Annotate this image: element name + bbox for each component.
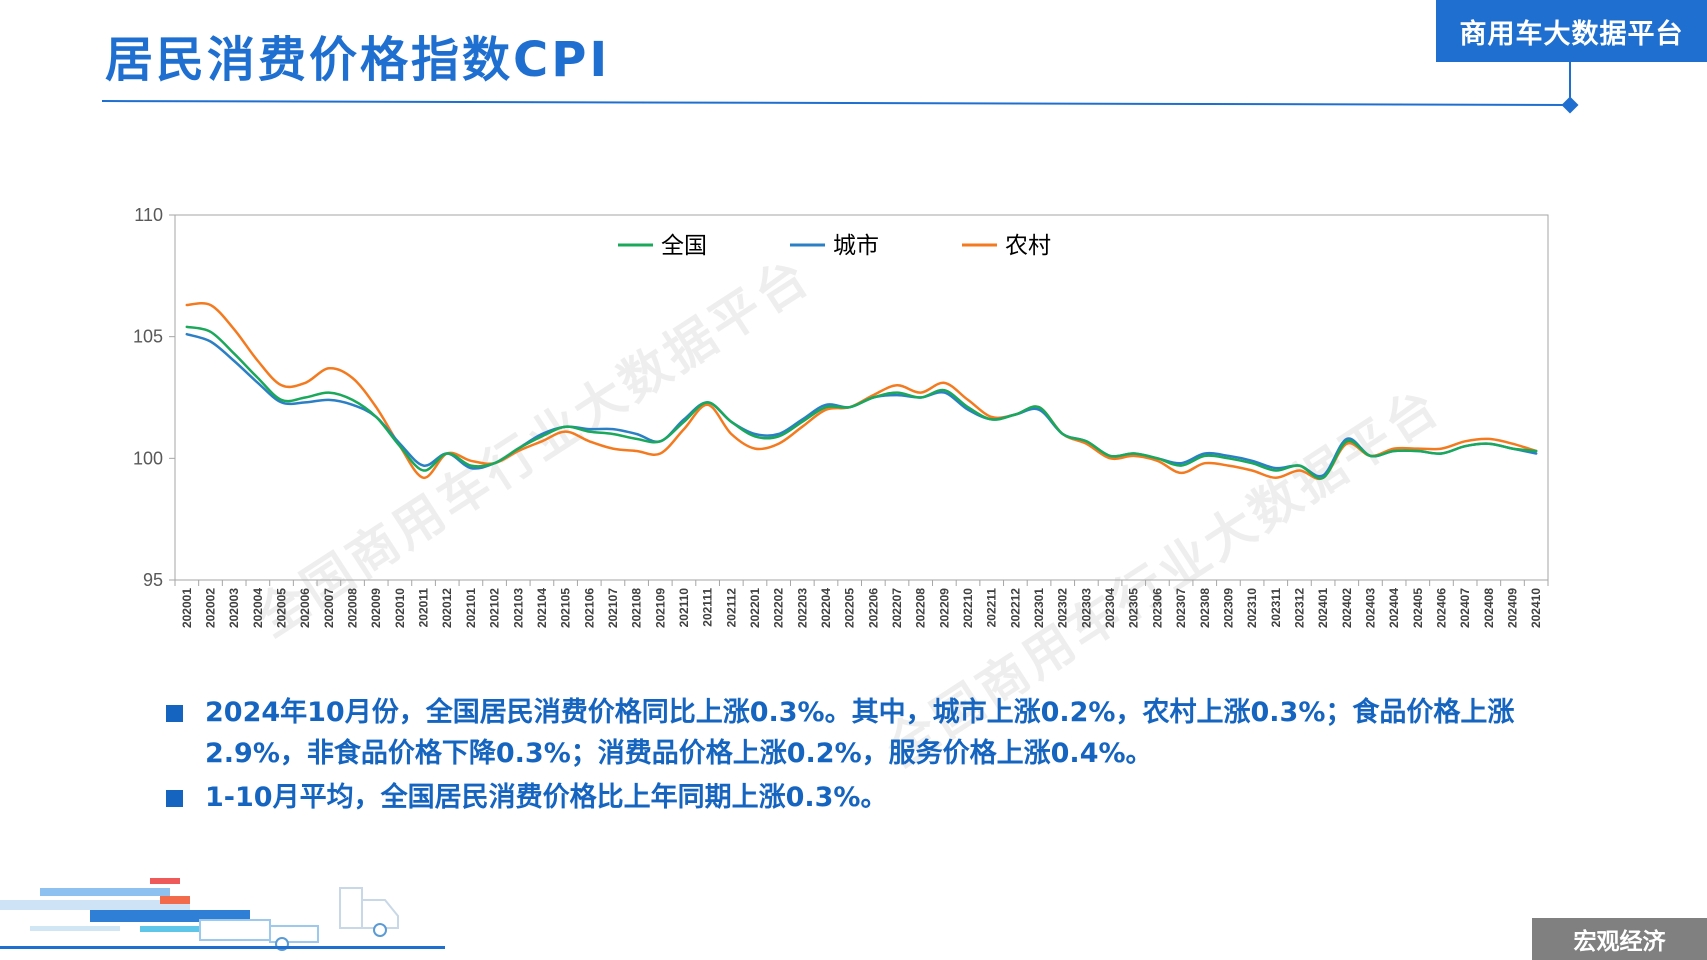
plot-frame: [174, 214, 1549, 581]
x-tick-label: 202310: [1245, 588, 1259, 628]
x-tick-label: 202405: [1411, 588, 1425, 628]
x-tick-label: 202005: [275, 588, 289, 628]
x-tick-label: 202104: [535, 588, 549, 628]
x-tick-label: 202410: [1529, 588, 1543, 628]
bullet-item: 2024年10月份，全国居民消费价格同比上涨0.3%。其中，城市上涨0.2%，农…: [166, 692, 1546, 774]
x-tick-label: 202101: [464, 588, 478, 628]
series-line-1: [185, 325, 1538, 480]
x-tick-label: 202010: [393, 588, 407, 628]
x-tick-label: 202006: [298, 588, 312, 628]
x-tick-label: 202009: [369, 588, 383, 628]
x-tick-label: 202202: [772, 588, 786, 628]
x-tick-label: 202306: [1150, 588, 1164, 628]
bullet-text: 2024年10月份，全国居民消费价格同比上涨0.3%。其中，城市上涨0.2%，农…: [205, 697, 1515, 769]
y-tick-label: 95: [143, 570, 163, 590]
x-tick-label: 202204: [819, 588, 833, 628]
x-tick-label: 202103: [511, 588, 525, 628]
legend-label: 城市: [833, 233, 879, 259]
x-tick-label: 202008: [346, 588, 360, 628]
page-title: 居民消费价格指数CPI: [105, 32, 611, 88]
brand-badge: 商用车大数据平台: [1436, 0, 1707, 62]
summary-bullets: 2024年10月份，全国居民消费价格同比上涨0.3%。其中，城市上涨0.2%，农…: [166, 692, 1546, 821]
legend-label: 农村: [1005, 233, 1051, 259]
x-tick-label: 202302: [1056, 588, 1070, 628]
x-tick-label: 202408: [1482, 588, 1496, 628]
x-tick-label: 202112: [724, 588, 738, 628]
x-tick-label: 202406: [1434, 588, 1448, 628]
x-tick-label: 202403: [1363, 588, 1377, 628]
y-tick-label: 105: [133, 327, 163, 347]
x-tick-label: 202312: [1292, 588, 1306, 628]
x-tick-label: 202109: [653, 588, 667, 628]
x-tick-label: 202105: [559, 588, 573, 628]
x-tick-label: 202304: [1103, 588, 1117, 628]
x-tick-label: 202108: [630, 588, 644, 628]
truck-illustration: [0, 878, 445, 951]
x-tick-label: 202001: [180, 588, 194, 628]
x-tick-label: 202102: [488, 588, 502, 628]
bullet-item: 1-10月平均，全国居民消费价格比上年同期上涨0.3%。: [166, 777, 1546, 818]
section-tag: 宏观经济: [1532, 918, 1707, 960]
x-tick-label: 202107: [606, 588, 620, 628]
bullet-text: 1-10月平均，全国居民消费价格比上年同期上涨0.3%。: [205, 782, 888, 813]
x-tick-label: 202002: [204, 588, 218, 628]
legend-label: 全国: [661, 233, 707, 259]
x-tick-label: 202303: [1079, 588, 1093, 628]
x-tick-label: 202311: [1269, 588, 1283, 628]
x-tick-label: 202206: [866, 588, 880, 628]
x-tick-label: 202203: [795, 588, 809, 628]
x-tick-label: 202106: [582, 588, 596, 628]
x-tick-label: 202004: [251, 588, 265, 628]
x-tick-label: 202207: [890, 588, 904, 628]
series-line-3: [185, 301, 1538, 481]
y-tick-label: 100: [133, 448, 163, 468]
x-tick-label: 202402: [1340, 588, 1354, 628]
x-tick-label: 202301: [1032, 588, 1046, 628]
x-tick-label: 202308: [1198, 588, 1212, 628]
x-tick-label: 202205: [843, 588, 857, 628]
bullet-square-icon: [166, 705, 183, 722]
x-tick-label: 202011: [417, 588, 431, 628]
bullet-square-icon: [166, 790, 183, 807]
x-tick-label: 202305: [1127, 588, 1141, 628]
x-tick-label: 202211: [985, 588, 999, 628]
x-tick-label: 202201: [748, 588, 762, 628]
x-tick-label: 202404: [1387, 588, 1401, 628]
y-tick-label: 110: [134, 205, 163, 225]
x-tick-label: 202111: [701, 588, 715, 627]
x-tick-label: 202212: [1008, 588, 1022, 628]
x-tick-label: 202401: [1316, 588, 1330, 628]
x-tick-label: 202309: [1221, 588, 1235, 628]
x-tick-label: 202210: [961, 588, 975, 628]
x-tick-label: 202307: [1174, 588, 1188, 628]
x-tick-label: 202407: [1458, 588, 1472, 628]
watermark: 全国商用车行业大数据平台: [245, 246, 822, 648]
x-tick-label: 202209: [937, 588, 951, 628]
x-tick-label: 202409: [1505, 588, 1519, 628]
x-tick-label: 202003: [227, 588, 241, 628]
x-tick-label: 202110: [677, 588, 691, 628]
x-tick-label: 202208: [914, 588, 928, 628]
x-tick-label: 202007: [322, 588, 336, 628]
x-tick-label: 202012: [440, 588, 454, 628]
series-line-2: [185, 332, 1538, 478]
